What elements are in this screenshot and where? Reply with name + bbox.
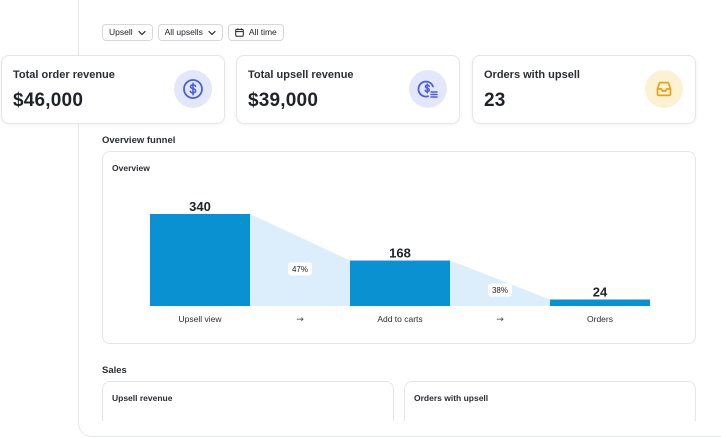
category-label: Upsell view [179, 314, 223, 324]
category-label: Orders [587, 314, 613, 324]
upsell-revenue-card: Upsell revenue [102, 381, 394, 421]
card-value: 23 [484, 90, 506, 111]
conversion-rate-label: 47% [292, 265, 308, 274]
funnel-connector [450, 260, 550, 306]
card-value: $46,000 [13, 90, 84, 111]
total-order-revenue-card: Total order revenue $46,000 [1, 55, 225, 124]
card-label: Total upsell revenue [248, 69, 354, 81]
conversion-rate-badge [288, 262, 312, 276]
bar-value-label: 168 [389, 246, 411, 261]
overview-section-title: Overview funnel [102, 135, 176, 146]
bar-value-label: 24 [593, 285, 608, 300]
total-upsell-revenue-card: Total upsell revenue $39,000 [236, 55, 460, 124]
chevron-down-icon [138, 30, 146, 35]
conversion-rate-badge [488, 283, 512, 297]
bar-value-label: 340 [189, 199, 211, 214]
step-arrow: → [496, 315, 504, 325]
category-label: Add to carts [377, 314, 422, 324]
filter-bar: Upsell All upsells All time [102, 24, 284, 41]
calendar-icon [235, 28, 244, 37]
inbox-tray-icon [645, 70, 683, 108]
filter-label: All upsells [164, 27, 203, 38]
orders-with-upsell-sales-card: Orders with upsell [404, 381, 696, 421]
filter-label: All time [248, 27, 277, 38]
card-title: Upsell revenue [112, 393, 173, 403]
dollar-stack-icon [409, 70, 447, 108]
chevron-down-icon [208, 30, 216, 35]
funnel-connector [250, 214, 350, 306]
dollar-circle-icon [174, 70, 212, 108]
sales-section-title: Sales [102, 365, 127, 376]
card-label: Total order revenue [13, 69, 115, 81]
funnel-bar [550, 299, 650, 306]
orders-with-upsell-card: Orders with upsell 23 [472, 55, 696, 124]
card-label: Orders with upsell [484, 69, 580, 81]
funnel-bar [350, 260, 450, 306]
upsell-scope-filter[interactable]: All upsells [157, 24, 223, 41]
filter-label: Upsell [109, 27, 133, 38]
funnel-svg: 47% → 38% → 340 Upsell view 168 Add to carts 24 O… [150, 199, 650, 325]
card-title: Orders with upsell [414, 393, 489, 403]
upsell-type-filter[interactable]: Upsell [102, 24, 153, 41]
card-value: $39,000 [248, 90, 319, 111]
overview-funnel-chart: Overview 47% → 38% → 340 Upsell view 168 Add to… [102, 151, 696, 344]
chart-title: Overview [112, 163, 150, 173]
funnel-bar [150, 214, 250, 306]
step-arrow: → [296, 315, 304, 325]
date-range-filter[interactable]: All time [227, 24, 284, 41]
conversion-rate-label: 38% [492, 286, 508, 295]
